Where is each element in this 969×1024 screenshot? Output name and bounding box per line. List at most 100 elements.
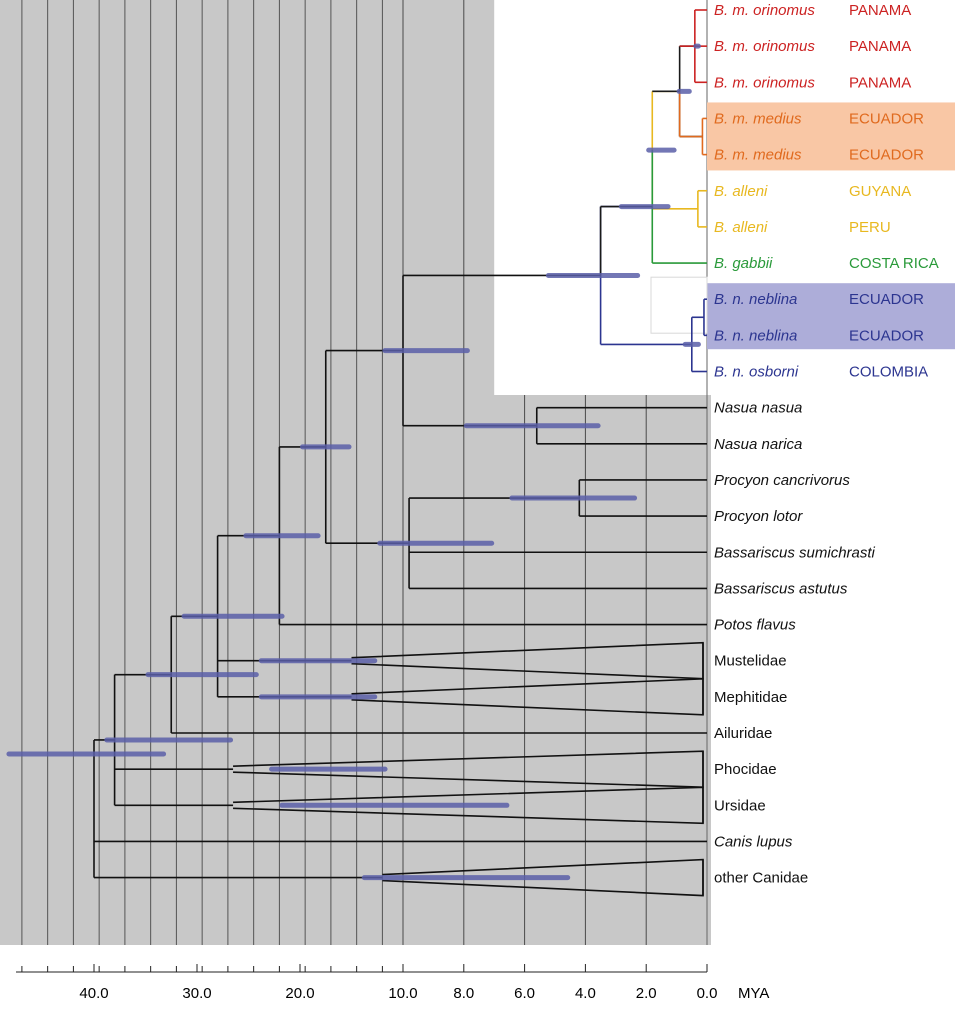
- taxon-name: B. n. neblina: [714, 291, 797, 308]
- taxon-row: B. m. medius ECUADOR: [714, 110, 924, 127]
- medius-highlight: [707, 102, 955, 171]
- taxon-name: B. gabbii: [714, 255, 773, 272]
- hpd-bar: [145, 672, 259, 678]
- clade-highlights: [650, 102, 955, 350]
- taxon-location: PANAMA: [849, 38, 911, 55]
- time-gridlines: [21, 0, 708, 945]
- hpd-bar: [545, 272, 641, 278]
- shaded-background: [0, 0, 711, 945]
- taxon-row: B. m. medius ECUADOR: [714, 147, 924, 164]
- axis-tick-label: 10.0: [388, 985, 417, 1002]
- taxon-name: B. m. medius: [714, 147, 802, 164]
- axis-tick-label: 0.0: [697, 985, 718, 1002]
- taxon-name: B. alleni: [714, 183, 768, 200]
- hpd-bar: [279, 802, 510, 808]
- taxon-name: Nasua nasua: [714, 400, 802, 417]
- axis-unit-label: MYA: [738, 985, 769, 1002]
- axis-tick-label: 20.0: [285, 985, 314, 1002]
- taxon-row: Nasua narica: [714, 436, 802, 453]
- taxon-name: Canis lupus: [714, 833, 793, 850]
- taxon-row: Procyon lotor: [714, 508, 803, 525]
- taxon-row: B. alleni PERU: [714, 219, 891, 236]
- hpd-bar: [646, 147, 677, 153]
- hpd-bar: [382, 348, 470, 354]
- taxon-row: Bassariscus sumichrasti: [714, 544, 876, 561]
- taxon-row: Nasua nasua: [714, 400, 802, 417]
- taxon-name: B. alleni: [714, 219, 768, 236]
- taxon-name: Ailuridae: [714, 725, 772, 742]
- taxon-name: B. n. neblina: [714, 327, 797, 344]
- taxon-location: ECUADOR: [849, 291, 924, 308]
- taxon-location: PANAMA: [849, 74, 911, 91]
- hpd-bar: [618, 204, 671, 210]
- taxon-row: Potos flavus: [714, 617, 796, 634]
- taxon-row: Ailuridae: [714, 725, 772, 742]
- taxon-name: Procyon lotor: [714, 508, 803, 525]
- taxon-name: Bassariscus sumichrasti: [714, 544, 876, 561]
- hpd-bar: [377, 540, 495, 546]
- taxon-name: B. m. orinomus: [714, 2, 815, 19]
- hpd-bar: [463, 423, 601, 429]
- neblina-highlight: [707, 283, 955, 350]
- time-axis: 40.0 30.0 20.0 10.0 8.0 6.0 4.0 2.0 0.0 MYA: [16, 964, 769, 1002]
- axis-tick-label: 6.0: [514, 985, 535, 1002]
- hpd-bar: [300, 444, 352, 450]
- taxon-location: COLOMBIA: [849, 364, 928, 381]
- taxon-row: B. gabbii COSTA RICA: [714, 255, 939, 272]
- background-layer: [0, 0, 711, 945]
- hpd-bar: [361, 875, 571, 881]
- taxon-name: Mustelidae: [714, 653, 787, 670]
- taxon-row: Mustelidae: [714, 653, 787, 670]
- taxon-location: PERU: [849, 219, 891, 236]
- taxon-location: ECUADOR: [849, 110, 924, 127]
- axis-tick-label: 8.0: [453, 985, 474, 1002]
- taxon-name: B. m. orinomus: [714, 38, 815, 55]
- taxon-name: other Canidae: [714, 870, 808, 887]
- hpd-bar: [104, 737, 234, 743]
- hpd-bar: [181, 613, 285, 619]
- taxon-row: B. m. orinomus PANAMA: [714, 2, 911, 19]
- hpd-bar: [676, 88, 692, 94]
- taxon-row: other Canidae: [714, 870, 808, 887]
- hpd-bar: [6, 751, 167, 757]
- hpd-bar: [269, 766, 388, 772]
- axis-tick-label: 30.0: [182, 985, 211, 1002]
- taxon-row: Canis lupus: [714, 833, 793, 850]
- taxon-row: Procyon cancrivorus: [714, 472, 850, 489]
- taxon-row: B. alleni GUYANA: [714, 183, 911, 200]
- taxon-name: Potos flavus: [714, 617, 796, 634]
- hpd-bar: [243, 533, 321, 539]
- hpd-bar: [693, 43, 701, 49]
- axis-tick-label: 40.0: [79, 985, 108, 1002]
- taxon-name: B. m. orinomus: [714, 74, 815, 91]
- taxon-name: Nasua narica: [714, 436, 802, 453]
- taxon-name: Ursidae: [714, 797, 766, 814]
- taxon-row: B. n. neblina ECUADOR: [714, 327, 924, 344]
- taxon-location: GUYANA: [849, 183, 911, 200]
- taxon-name: Mephitidae: [714, 689, 787, 706]
- hpd-bar: [258, 658, 378, 664]
- taxon-location: COSTA RICA: [849, 255, 939, 272]
- taxon-labels: B. m. orinomus PANAMA B. m. orinomus PANAMA…: [714, 2, 939, 887]
- taxon-row: Mephitidae: [714, 689, 787, 706]
- taxon-row: B. m. orinomus PANAMA: [714, 74, 911, 91]
- neblina-inset-box: [650, 276, 708, 334]
- taxon-name: B. n. osborni: [714, 364, 799, 381]
- taxon-name: Procyon cancrivorus: [714, 472, 850, 489]
- taxon-row: Ursidae: [714, 797, 766, 814]
- taxon-row: B. n. neblina ECUADOR: [714, 291, 924, 308]
- hpd-bar: [682, 341, 701, 347]
- axis-tick-label: 4.0: [575, 985, 596, 1002]
- hpd-bars: [6, 43, 701, 881]
- taxon-row: B. n. osborni COLOMBIA: [714, 364, 928, 381]
- taxon-location: ECUADOR: [849, 327, 924, 344]
- hpd-bar: [258, 694, 378, 700]
- axis-tick-label: 2.0: [636, 985, 657, 1002]
- taxon-location: PANAMA: [849, 2, 911, 19]
- taxon-row: B. m. orinomus PANAMA: [714, 38, 911, 55]
- taxon-name: Bassariscus astutus: [714, 580, 848, 597]
- hpd-bar: [509, 495, 638, 501]
- taxon-name: B. m. medius: [714, 110, 802, 127]
- taxon-row: Bassariscus astutus: [714, 580, 848, 597]
